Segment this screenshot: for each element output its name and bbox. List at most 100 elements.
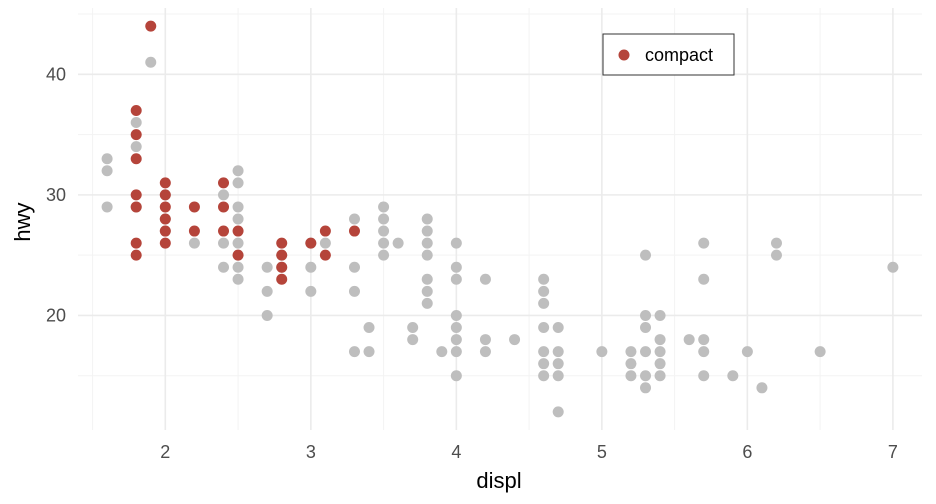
- data-point-compact: [159, 225, 171, 237]
- data-point-other: [145, 56, 157, 68]
- data-point-other: [378, 201, 390, 213]
- data-point-other: [538, 358, 550, 370]
- data-point-other: [538, 322, 550, 334]
- legend-label-compact: compact: [645, 45, 713, 65]
- legend-key-compact: [618, 49, 630, 61]
- data-point-other: [421, 249, 433, 261]
- data-point-other: [130, 141, 142, 153]
- data-point-other: [479, 334, 491, 346]
- data-point-other: [654, 358, 666, 370]
- data-point-other: [683, 334, 695, 346]
- x-tick-label: 4: [451, 442, 461, 462]
- data-point-other: [392, 237, 404, 249]
- series-compact: [130, 20, 360, 285]
- data-point-other: [887, 261, 899, 273]
- x-tick-label: 6: [742, 442, 752, 462]
- data-point-other: [450, 261, 462, 273]
- data-point-other: [232, 165, 244, 177]
- data-point-compact: [159, 237, 171, 249]
- data-point-other: [101, 153, 113, 165]
- data-point-other: [450, 309, 462, 321]
- data-point-compact: [130, 104, 142, 116]
- data-point-other: [552, 346, 564, 358]
- data-point-other: [538, 273, 550, 285]
- data-point-other: [552, 358, 564, 370]
- data-point-other: [741, 346, 753, 358]
- data-point-compact: [188, 201, 200, 213]
- data-point-compact: [159, 177, 171, 189]
- data-point-compact: [218, 225, 230, 237]
- data-point-other: [640, 249, 652, 261]
- data-point-other: [378, 249, 390, 261]
- data-point-other: [232, 261, 244, 273]
- data-point-other: [698, 370, 710, 382]
- x-tick-label: 7: [888, 442, 898, 462]
- data-point-other: [640, 370, 652, 382]
- data-point-compact: [276, 249, 288, 261]
- legend: compact: [602, 33, 735, 76]
- data-point-other: [261, 309, 273, 321]
- y-axis-title: hwy: [10, 202, 35, 241]
- data-point-other: [421, 297, 433, 309]
- data-point-other: [188, 237, 200, 249]
- data-point-other: [348, 213, 360, 225]
- data-point-compact: [232, 249, 244, 261]
- data-point-other: [538, 297, 550, 309]
- data-point-other: [232, 177, 244, 189]
- x-tick-label: 2: [160, 442, 170, 462]
- data-point-other: [218, 189, 230, 201]
- data-point-other: [232, 201, 244, 213]
- data-point-other: [232, 213, 244, 225]
- data-point-other: [363, 322, 375, 334]
- data-point-other: [814, 346, 826, 358]
- data-point-other: [770, 249, 782, 261]
- y-axis-tick-labels: 20 30 40: [46, 64, 66, 325]
- data-point-compact: [145, 20, 157, 32]
- data-point-other: [640, 382, 652, 394]
- data-point-other: [509, 334, 521, 346]
- data-point-other: [436, 346, 448, 358]
- data-point-other: [101, 165, 113, 177]
- data-point-other: [407, 334, 419, 346]
- data-point-other: [130, 117, 142, 129]
- data-point-compact: [319, 249, 331, 261]
- data-point-compact: [218, 201, 230, 213]
- y-tick-label: 40: [46, 64, 66, 84]
- data-point-compact: [232, 225, 244, 237]
- data-point-other: [625, 370, 637, 382]
- data-point-other: [450, 346, 462, 358]
- data-point-other: [232, 273, 244, 285]
- data-point-other: [552, 322, 564, 334]
- data-point-other: [305, 261, 317, 273]
- data-point-compact: [130, 189, 142, 201]
- data-point-other: [421, 237, 433, 249]
- data-point-other: [363, 346, 375, 358]
- data-point-other: [218, 261, 230, 273]
- data-point-other: [654, 309, 666, 321]
- data-point-other: [479, 273, 491, 285]
- data-point-compact: [159, 213, 171, 225]
- data-point-other: [654, 346, 666, 358]
- data-point-compact: [276, 237, 288, 249]
- data-point-other: [348, 261, 360, 273]
- data-point-other: [450, 370, 462, 382]
- data-point-other: [596, 346, 608, 358]
- data-point-other: [348, 285, 360, 297]
- data-point-other: [421, 273, 433, 285]
- data-point-other: [232, 237, 244, 249]
- data-point-compact: [276, 273, 288, 285]
- data-point-other: [479, 346, 491, 358]
- data-point-other: [450, 237, 462, 249]
- x-tick-label: 3: [306, 442, 316, 462]
- data-point-other: [654, 370, 666, 382]
- data-point-other: [378, 213, 390, 225]
- y-tick-label: 30: [46, 185, 66, 205]
- data-point-other: [770, 237, 782, 249]
- data-point-other: [407, 322, 419, 334]
- data-point-other: [421, 285, 433, 297]
- data-point-compact: [130, 249, 142, 261]
- data-point-other: [698, 273, 710, 285]
- data-point-other: [450, 322, 462, 334]
- data-point-other: [101, 201, 113, 213]
